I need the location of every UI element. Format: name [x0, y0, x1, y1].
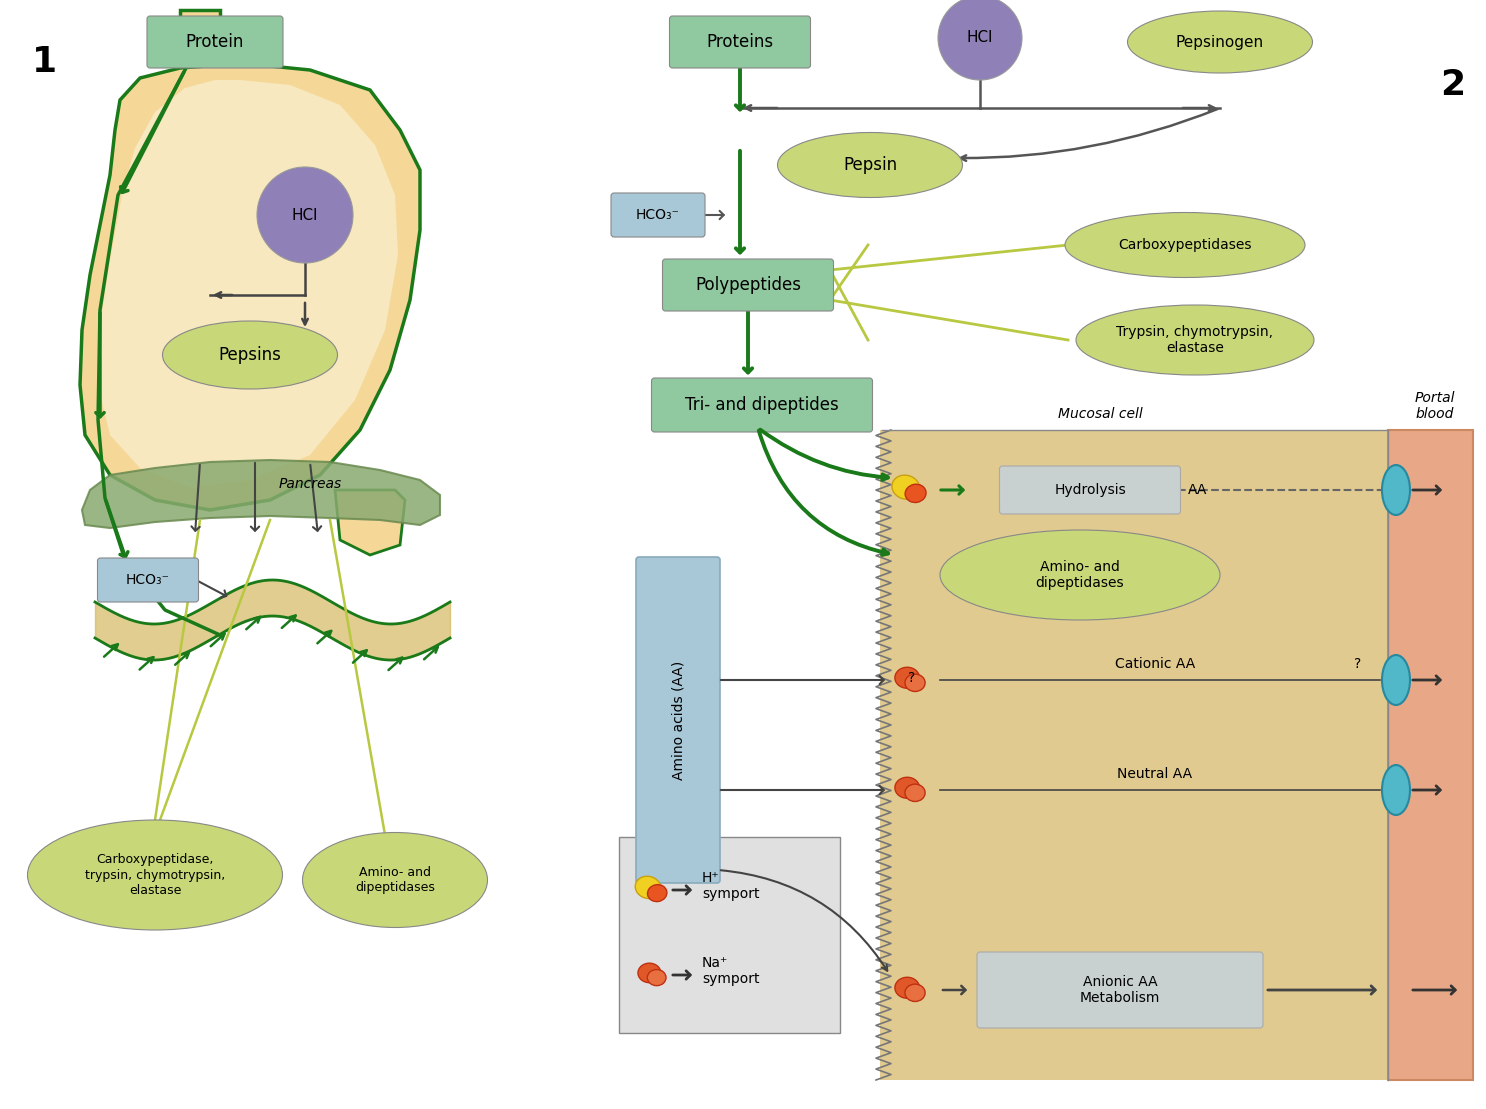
Ellipse shape [1128, 11, 1312, 73]
Ellipse shape [905, 485, 926, 502]
FancyBboxPatch shape [98, 558, 199, 602]
Ellipse shape [648, 885, 667, 902]
Text: Pancreas: Pancreas [278, 477, 342, 491]
FancyBboxPatch shape [976, 952, 1263, 1028]
Text: Carboxypeptidases: Carboxypeptidases [1119, 238, 1251, 252]
FancyBboxPatch shape [1388, 430, 1473, 1080]
Text: ?: ? [1354, 657, 1361, 671]
Ellipse shape [905, 984, 926, 1001]
Ellipse shape [303, 833, 487, 927]
Ellipse shape [905, 674, 926, 692]
FancyBboxPatch shape [636, 557, 721, 883]
Ellipse shape [1076, 305, 1314, 375]
Polygon shape [334, 490, 406, 554]
Ellipse shape [1382, 655, 1410, 705]
FancyBboxPatch shape [670, 16, 810, 68]
Text: Portal
blood: Portal blood [1415, 390, 1455, 421]
Polygon shape [98, 80, 398, 488]
Text: Pepsin: Pepsin [843, 156, 898, 174]
Text: HCO₃⁻: HCO₃⁻ [636, 208, 681, 222]
Ellipse shape [941, 530, 1220, 620]
Text: H⁺: H⁺ [701, 871, 719, 885]
Ellipse shape [895, 668, 920, 689]
FancyBboxPatch shape [880, 430, 1410, 1080]
Ellipse shape [637, 964, 661, 983]
Text: Hydrolysis: Hydrolysis [1054, 484, 1126, 497]
Ellipse shape [895, 977, 920, 998]
Ellipse shape [892, 475, 920, 499]
Text: HCl: HCl [291, 207, 318, 223]
Ellipse shape [648, 969, 666, 986]
Text: Proteins: Proteins [706, 33, 774, 51]
Ellipse shape [1065, 213, 1305, 277]
FancyBboxPatch shape [611, 193, 704, 237]
Text: Pepsins: Pepsins [218, 346, 281, 364]
Text: 2: 2 [1440, 68, 1465, 102]
FancyBboxPatch shape [147, 16, 282, 68]
FancyBboxPatch shape [651, 378, 872, 433]
Text: Mucosal cell: Mucosal cell [1058, 407, 1143, 421]
Text: ?: ? [908, 671, 915, 685]
Ellipse shape [905, 784, 926, 802]
Polygon shape [82, 460, 440, 528]
Text: Tri- and dipeptides: Tri- and dipeptides [685, 396, 840, 414]
Ellipse shape [895, 777, 920, 798]
Text: Amino acids (AA): Amino acids (AA) [672, 660, 685, 780]
Ellipse shape [1382, 765, 1410, 815]
Ellipse shape [777, 132, 963, 197]
Text: 1: 1 [33, 45, 56, 79]
Text: Anionic AA
Metabolism: Anionic AA Metabolism [1080, 975, 1161, 1005]
Text: symport: symport [701, 971, 759, 986]
Ellipse shape [162, 321, 337, 389]
Text: AA: AA [1189, 484, 1208, 497]
Text: HCO₃⁻: HCO₃⁻ [126, 573, 169, 587]
Text: Neutral AA: Neutral AA [1117, 767, 1193, 781]
Text: symport: symport [701, 887, 759, 901]
FancyBboxPatch shape [620, 837, 840, 1032]
FancyBboxPatch shape [1000, 466, 1180, 513]
Ellipse shape [28, 820, 282, 930]
Text: HCl: HCl [967, 31, 993, 45]
FancyBboxPatch shape [663, 260, 834, 311]
Text: Na⁺: Na⁺ [701, 956, 728, 970]
Text: Cationic AA: Cationic AA [1114, 657, 1195, 671]
Text: Trypsin, chymotrypsin,
elastase: Trypsin, chymotrypsin, elastase [1116, 325, 1274, 355]
Text: Pepsinogen: Pepsinogen [1175, 34, 1265, 50]
Polygon shape [80, 65, 421, 510]
Ellipse shape [635, 876, 661, 898]
Text: Amino- and
dipeptidases: Amino- and dipeptidases [355, 866, 435, 894]
Ellipse shape [1382, 465, 1410, 515]
Text: Polypeptides: Polypeptides [695, 276, 801, 294]
Text: Protein: Protein [186, 33, 244, 51]
Text: Amino- and
dipeptidases: Amino- and dipeptidases [1036, 560, 1125, 590]
Polygon shape [180, 10, 220, 65]
Circle shape [938, 0, 1022, 80]
Text: Carboxypeptidase,
trypsin, chymotrypsin,
elastase: Carboxypeptidase, trypsin, chymotrypsin,… [85, 854, 224, 896]
Circle shape [257, 167, 354, 263]
